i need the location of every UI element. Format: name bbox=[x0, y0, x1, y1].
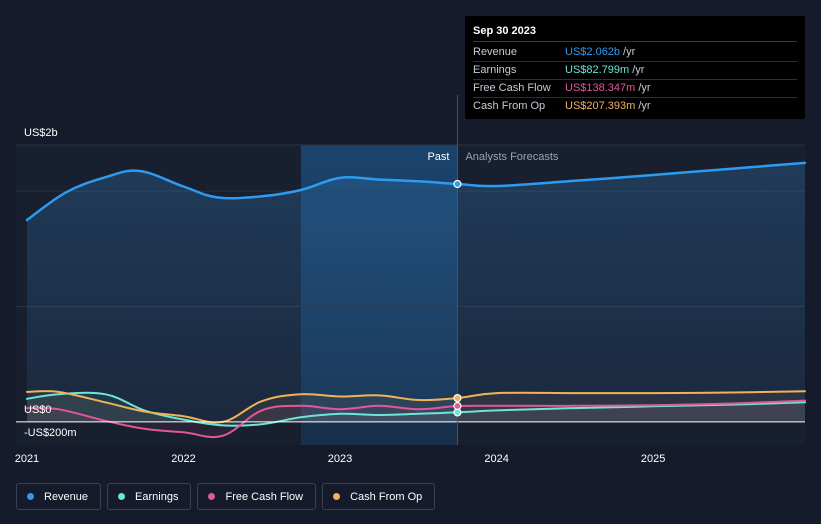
series-lines bbox=[25, 161, 807, 439]
series-area-cash-from-op bbox=[26, 391, 806, 423]
tooltip-row-cash-from-op: Cash From Op US$207.393m /yr bbox=[473, 98, 797, 115]
marker-revenue bbox=[453, 179, 462, 189]
tooltip-value: US$82.799m bbox=[565, 64, 630, 76]
x-tick-label: 2022 bbox=[171, 453, 195, 465]
tooltip-row-revenue: Revenue US$2.062b /yr bbox=[473, 44, 797, 62]
series-area-revenue bbox=[26, 162, 806, 422]
tooltip-row-earnings: Earnings US$82.799m /yr bbox=[473, 62, 797, 80]
tooltip-value: US$207.393m bbox=[565, 100, 636, 112]
tooltip-unit: /yr bbox=[638, 100, 651, 112]
legend-item-free-cash-flow[interactable]: Free Cash Flow bbox=[197, 483, 317, 510]
legend-label: Free Cash Flow bbox=[225, 490, 304, 503]
series-area-free-cash-flow bbox=[26, 400, 806, 438]
x-tick-label: 2024 bbox=[484, 453, 508, 465]
tooltip-row-free-cash-flow: Free Cash Flow US$138.347m /yr bbox=[473, 80, 797, 98]
series-areas bbox=[26, 162, 806, 438]
legend-item-earnings[interactable]: Earnings bbox=[107, 483, 192, 510]
x-axis-ticks: 2021 2022 2023 2024 2025 bbox=[15, 453, 666, 465]
tooltip-unit: /yr bbox=[638, 82, 651, 94]
x-tick-label: 2021 bbox=[15, 453, 39, 465]
tooltip-unit: /yr bbox=[623, 46, 636, 58]
tooltip-panel: Sep 30 2023 Revenue US$2.062b /yr Earnin… bbox=[465, 16, 805, 119]
forecast-label: Analysts Forecasts bbox=[465, 151, 558, 163]
legend-label: Revenue bbox=[44, 490, 89, 503]
legend-dot-icon bbox=[333, 493, 341, 500]
y-tick-label: US$0 bbox=[24, 404, 52, 416]
tooltip-date: Sep 30 2023 bbox=[473, 24, 797, 42]
past-label: Past bbox=[427, 151, 449, 163]
tooltip-value: US$2.062b bbox=[565, 46, 621, 58]
legend-item-revenue[interactable]: Revenue bbox=[16, 483, 102, 510]
series-line-earnings bbox=[25, 391, 806, 427]
y-axis-ticks: US$2b US$0 -US$200m bbox=[24, 127, 77, 439]
y-tick-label: US$2b bbox=[24, 127, 58, 139]
marker-free-cash-flow bbox=[453, 401, 462, 411]
marker-cash-from-op bbox=[453, 393, 462, 403]
legend-item-cash-from-op[interactable]: Cash From Op bbox=[322, 483, 436, 510]
x-tick-label: 2025 bbox=[641, 453, 665, 465]
legend-dot-icon bbox=[27, 493, 34, 500]
tooltip-label: Free Cash Flow bbox=[473, 82, 551, 94]
tooltip-markers bbox=[453, 179, 462, 417]
series-line-free-cash-flow bbox=[25, 399, 806, 439]
legend-dot-icon bbox=[208, 493, 216, 500]
tooltip-label: Earnings bbox=[473, 64, 517, 76]
legend-label: Cash From Op bbox=[350, 490, 423, 503]
tooltip-label: Cash From Op bbox=[473, 100, 546, 112]
tooltip-unit: /yr bbox=[632, 64, 645, 76]
x-tick-label: 2023 bbox=[328, 453, 352, 465]
tooltip-value: US$138.347m bbox=[565, 82, 636, 94]
y-tick-label: -US$200m bbox=[24, 427, 77, 439]
legend-dot-icon bbox=[118, 493, 126, 500]
series-line-cash-from-op bbox=[25, 390, 806, 424]
series-area-earnings bbox=[26, 392, 806, 426]
tooltip-label: Revenue bbox=[473, 46, 518, 58]
legend-label: Earnings bbox=[135, 490, 179, 503]
series-line-revenue bbox=[25, 161, 807, 222]
legend: Revenue Earnings Free Cash Flow Cash Fro… bbox=[16, 483, 436, 510]
